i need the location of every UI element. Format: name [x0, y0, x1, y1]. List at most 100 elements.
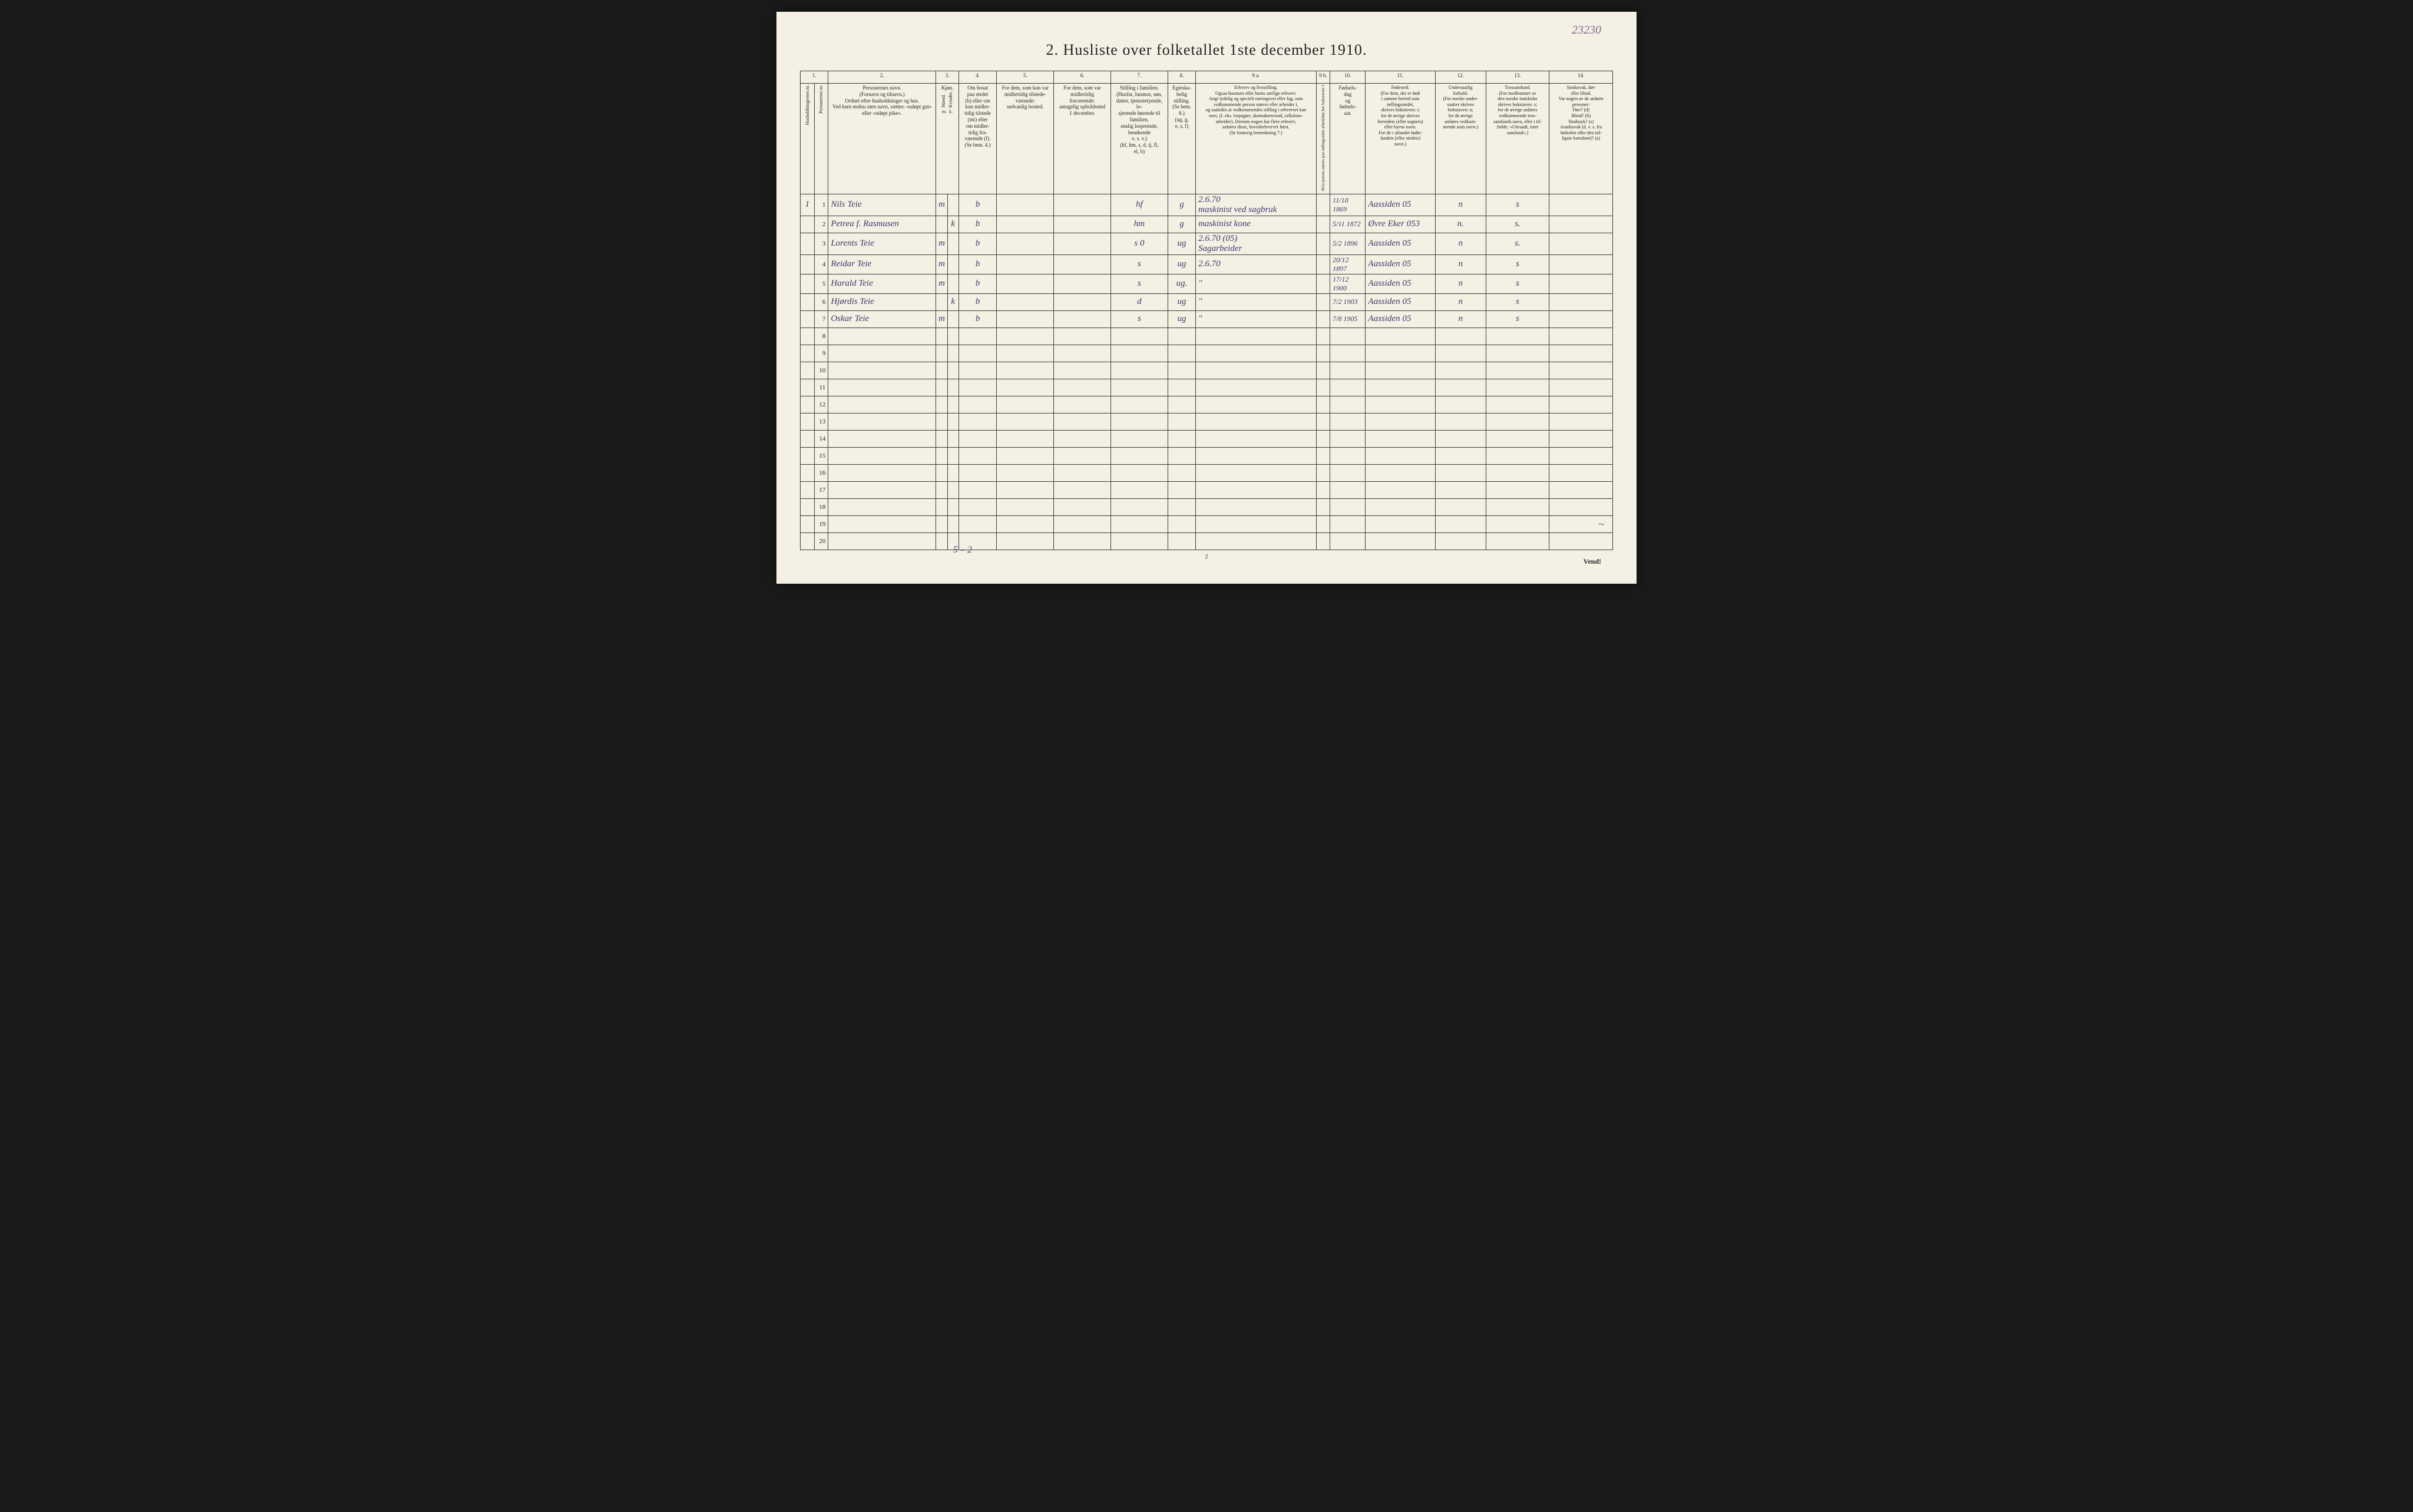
cell — [997, 362, 1054, 379]
cell — [1111, 327, 1168, 345]
cell — [936, 430, 947, 447]
cell — [1435, 498, 1486, 515]
cell: Oskar Teie — [828, 310, 936, 327]
cell — [1486, 532, 1549, 550]
cell — [1111, 345, 1168, 362]
cell — [1168, 345, 1195, 362]
cell: 12 — [814, 396, 828, 413]
cell: ug — [1168, 293, 1195, 310]
cell: 2.6.70 maskinist ved sagbruk — [1196, 194, 1316, 216]
cell: s 0 — [1111, 233, 1168, 254]
cell: b — [958, 233, 997, 254]
cell — [1366, 447, 1435, 464]
cell — [1054, 379, 1111, 396]
header-husholdning-nr: Husholdningernes nr. — [801, 84, 815, 194]
cell: ug. — [1168, 274, 1195, 293]
cell — [1316, 216, 1330, 233]
cell: m — [936, 254, 947, 274]
cell — [947, 464, 958, 481]
cell — [997, 481, 1054, 498]
cell — [947, 447, 958, 464]
cell — [1366, 464, 1435, 481]
cell — [1111, 464, 1168, 481]
cell — [1486, 362, 1549, 379]
cell: 10 — [814, 362, 828, 379]
cell — [936, 379, 947, 396]
cell — [1366, 481, 1435, 498]
cell — [936, 515, 947, 532]
col-number: 9 a. — [1196, 71, 1316, 84]
cell — [1054, 413, 1111, 430]
cell: n — [1435, 274, 1486, 293]
cell: 7 — [814, 310, 828, 327]
cell — [801, 413, 815, 430]
cell — [828, 430, 936, 447]
cell — [947, 515, 958, 532]
cell — [1435, 447, 1486, 464]
cell: 13 — [814, 413, 828, 430]
header-egteskab: Egteska- belig stilling. (Se bem. 6.) (u… — [1168, 84, 1195, 194]
cell — [1316, 254, 1330, 274]
cell — [801, 379, 815, 396]
cell: 14 — [814, 430, 828, 447]
cell: 15 — [814, 447, 828, 464]
cell — [1054, 515, 1111, 532]
cell — [1316, 327, 1330, 345]
cell — [1168, 430, 1195, 447]
cell — [1366, 396, 1435, 413]
cell — [1316, 310, 1330, 327]
column-number-row: 1.2.3.4.5.6.7.8.9 a.9 b.10.11.12.13.14. — [801, 71, 1613, 84]
table-row-empty: 19 — [801, 515, 1613, 532]
cell — [936, 216, 947, 233]
cell: 1 — [801, 194, 815, 216]
cell: Lorents Teie — [828, 233, 936, 254]
cell — [958, 481, 997, 498]
cell — [1054, 274, 1111, 293]
cell: s — [1111, 310, 1168, 327]
cell — [936, 532, 947, 550]
cell: ug — [1168, 254, 1195, 274]
cell — [1168, 413, 1195, 430]
cell: m — [936, 233, 947, 254]
cell — [1054, 396, 1111, 413]
cell — [936, 464, 947, 481]
cell — [1316, 498, 1330, 515]
cell: b — [958, 254, 997, 274]
cell: s. — [1486, 216, 1549, 233]
cell — [1549, 345, 1613, 362]
col-number: 3. — [936, 71, 959, 84]
cell — [828, 379, 936, 396]
table-row-empty: 20 — [801, 532, 1613, 550]
cell: 19 — [814, 515, 828, 532]
table-row: 2Petrea f. Rasmusenkbhmgmaskinist kone5/… — [801, 216, 1613, 233]
cell — [997, 233, 1054, 254]
cell — [1330, 481, 1366, 498]
cell — [997, 515, 1054, 532]
cell — [828, 515, 936, 532]
cell — [997, 396, 1054, 413]
cell: Aassiden 05 — [1366, 293, 1435, 310]
cell: Reidar Teie — [828, 254, 936, 274]
col-number: 2. — [828, 71, 936, 84]
cell — [1435, 413, 1486, 430]
footer-annotation-left: 5 – 2 — [953, 545, 972, 555]
cell — [1054, 481, 1111, 498]
cell — [1549, 233, 1613, 254]
cell — [1366, 413, 1435, 430]
cell — [997, 379, 1054, 396]
cell — [1486, 464, 1549, 481]
cell — [997, 345, 1054, 362]
header-bosat: Om bosat paa stedet (b) eller om kun mid… — [958, 84, 997, 194]
cell — [947, 379, 958, 396]
margin-squiggle: ~ — [1598, 518, 1604, 531]
cell — [828, 362, 936, 379]
cell — [997, 430, 1054, 447]
col-number: 11. — [1366, 71, 1435, 84]
cell — [1330, 498, 1366, 515]
table-row-empty: 12 — [801, 396, 1613, 413]
cell — [828, 532, 936, 550]
cell — [958, 464, 997, 481]
cell — [801, 274, 815, 293]
cell — [1366, 498, 1435, 515]
cell: Hjørdis Teie — [828, 293, 936, 310]
